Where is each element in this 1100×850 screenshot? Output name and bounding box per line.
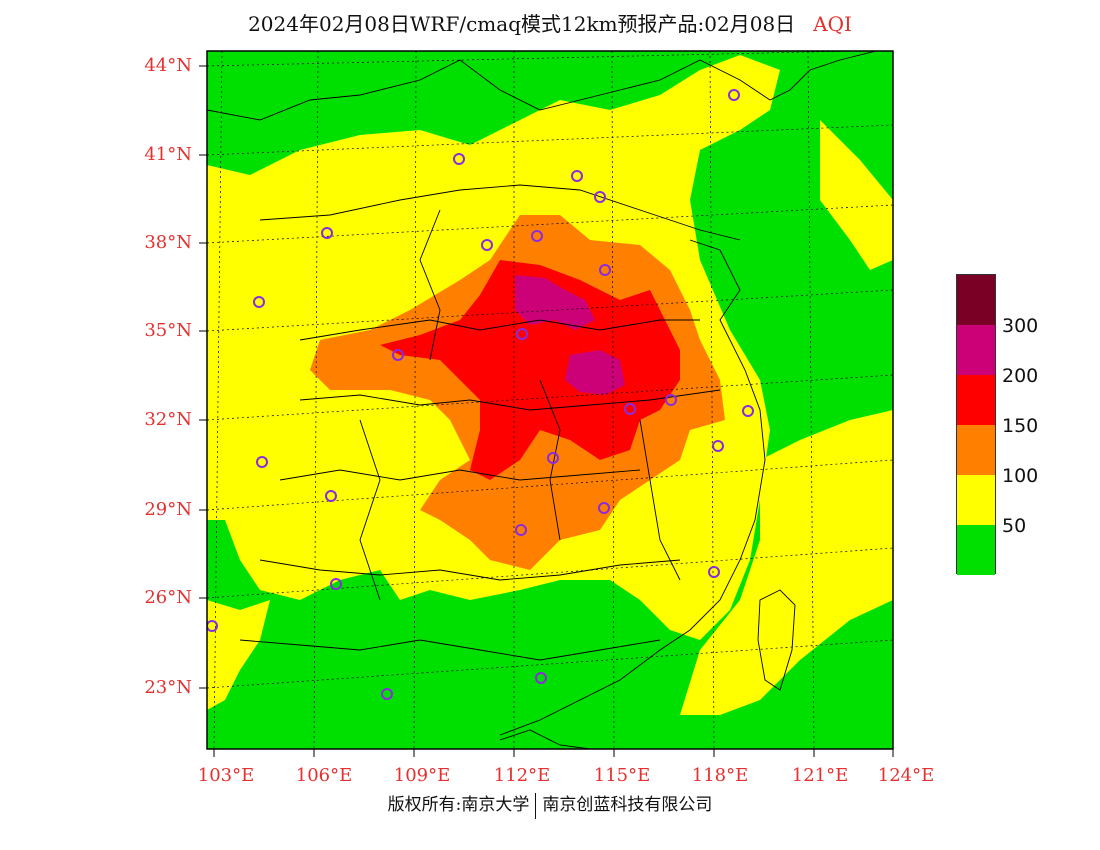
aqi-unhealthy-region <box>380 260 680 480</box>
lat-label-26: 26°N <box>144 587 192 608</box>
lon-label-121: 121°E <box>791 765 849 786</box>
legend-swatch-2 <box>957 375 995 425</box>
footer-separator <box>535 792 537 819</box>
aqi-moderate-south-region <box>207 600 270 710</box>
lon-label-109: 109°E <box>393 765 451 786</box>
aqi-very-unhealthy-north-region <box>515 275 595 330</box>
legend-label-100: 100 <box>1002 465 1039 487</box>
graticule <box>207 51 893 749</box>
legend-swatch-3 <box>957 425 995 475</box>
legend-label-300: 300 <box>1002 315 1039 337</box>
lon-label-103: 103°E <box>197 765 255 786</box>
lon-label-118: 118°E <box>691 765 749 786</box>
lon-label-112: 112°E <box>493 765 551 786</box>
lat-label-41: 41°N <box>144 144 192 165</box>
title-text: 2024年02月08日WRF/cmaq模式12km预报产品:02月08日 <box>248 12 796 36</box>
legend-swatch-4 <box>957 475 995 525</box>
legend-swatch-1 <box>957 325 995 375</box>
aqi-field <box>207 51 893 749</box>
lon-label-115: 115°E <box>593 765 651 786</box>
aqi-very-unhealthy-south-region <box>565 350 625 395</box>
map-frame <box>206 50 894 750</box>
variable-label: AQI <box>813 12 852 36</box>
aqi-moderate-northeast-region <box>820 120 893 270</box>
legend-swatch-0 <box>957 275 995 325</box>
copyright-company: 南京创蓝科技有限公司 <box>542 795 713 815</box>
aqi-moderate-sea-region <box>680 410 893 715</box>
copyright-footer: 版权所有:南京大学 南京创蓝科技有限公司 <box>0 790 1100 819</box>
legend-label-50: 50 <box>1002 515 1027 537</box>
lat-label-29: 29°N <box>144 499 192 520</box>
lat-label-35: 35°N <box>144 320 192 341</box>
lat-label-38: 38°N <box>144 232 192 253</box>
lon-label-106: 106°E <box>295 765 353 786</box>
legend-swatch-5 <box>957 525 995 575</box>
aqi-legend <box>956 274 996 575</box>
axis-ticks <box>199 65 894 757</box>
legend-label-200: 200 <box>1002 365 1039 387</box>
lat-label-23: 23°N <box>144 677 192 698</box>
lat-label-32: 32°N <box>144 409 192 430</box>
city-markers <box>207 89 754 700</box>
copyright-owner: 版权所有:南京大学 <box>387 795 530 815</box>
lat-label-44: 44°N <box>144 55 192 76</box>
legend-label-150: 150 <box>1002 415 1039 437</box>
boundaries <box>207 51 878 749</box>
map-title: 2024年02月08日WRF/cmaq模式12km预报产品:02月08日 AQI <box>0 8 1100 37</box>
lon-label-124: 124°E <box>877 765 935 786</box>
